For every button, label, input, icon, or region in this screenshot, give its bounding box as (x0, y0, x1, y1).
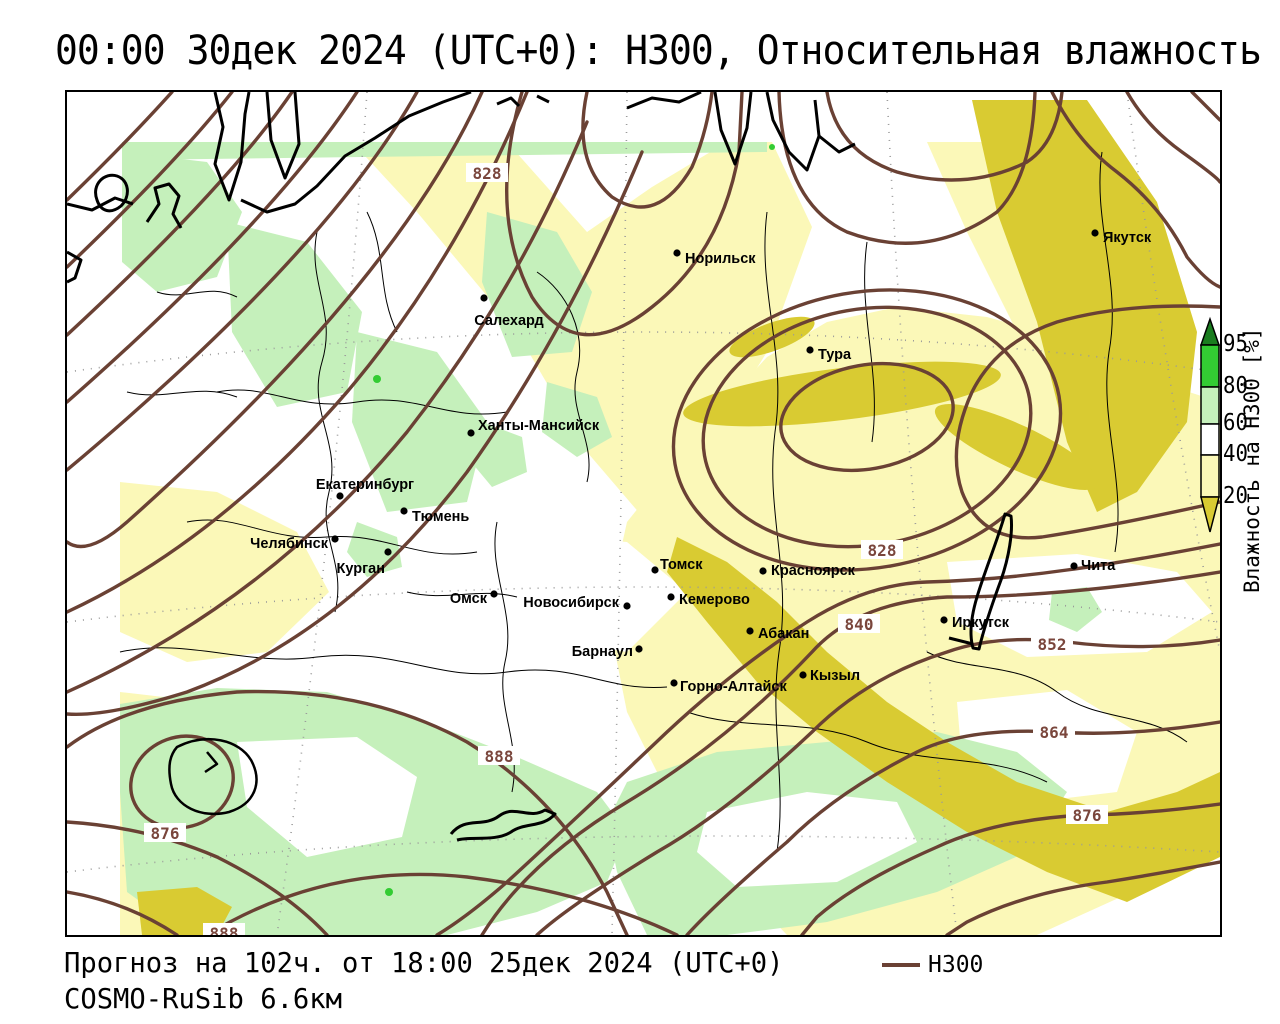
city-dot (623, 602, 631, 610)
city-label: Норильск (685, 251, 756, 267)
city-label: Курган (337, 561, 385, 577)
city-dot (746, 627, 754, 635)
city-dot (799, 671, 807, 679)
contour-label: 840 (845, 615, 874, 634)
contour-label-box (203, 923, 245, 935)
coastlines (67, 92, 1013, 842)
city-label: Новосибирск (523, 595, 619, 611)
colorbar-down-arrow (1200, 496, 1220, 533)
map-canvas: 828 828 840 852 864 876 876 888 888 Норильск Якут… (65, 90, 1222, 937)
colorbar-segment (1200, 344, 1220, 388)
city-markers: Норильск Якутск Салехард Тура Ханты-Мансийск… (250, 229, 1152, 695)
contour-legend: H300 (882, 952, 983, 978)
city-dot (400, 507, 408, 515)
city-label: Красноярск (771, 563, 856, 579)
contour-label-box (144, 823, 186, 842)
humidity-colorbar (1199, 316, 1220, 533)
colorbar-tick: 80 (1223, 373, 1248, 399)
contour-label: 888 (485, 747, 514, 766)
city-label: Горно-Алтайск (680, 679, 787, 695)
colorbar-up-arrow (1199, 316, 1220, 346)
city-dot (490, 590, 498, 598)
contour-labels: 828 828 840 852 864 876 876 888 888 (144, 163, 1108, 935)
city-dot (480, 294, 488, 302)
contour-label: 876 (151, 824, 180, 843)
chart-title: 00:00 30дек 2024 (UTC+0): H300, Относите… (55, 28, 1262, 74)
city-label: Барнаул (572, 644, 633, 660)
contour-label-box (478, 746, 520, 765)
city-dot (940, 616, 948, 624)
city-dot (467, 429, 475, 437)
city-label: Чита (1081, 558, 1116, 574)
contour-label: 828 (473, 164, 502, 183)
city-label: Кемерово (679, 592, 750, 608)
h300-legend-line-icon (882, 963, 920, 967)
city-label: Томск (660, 557, 703, 573)
city-label: Иркутск (952, 615, 1010, 631)
city-label: Тура (818, 347, 852, 363)
contour-label: 864 (1040, 723, 1069, 742)
contour-label-box (1033, 722, 1075, 741)
colorbar-segment (1200, 386, 1220, 425)
contour-label: 852 (1038, 635, 1067, 654)
colorbar-axis-title: Влажность на H300 [%] (1240, 327, 1264, 593)
colorbar-tick: 20 (1223, 483, 1248, 509)
forecast-info-text: Прогноз на 102ч. от 18:00 25дек 2024 (UT… (64, 946, 784, 979)
city-dot (759, 567, 767, 575)
contour-label: 828 (868, 541, 897, 560)
city-label: Челябинск (250, 536, 329, 552)
humidity-shading (120, 100, 1220, 935)
city-label: Омск (450, 591, 488, 607)
city-dot (384, 548, 392, 556)
contour-label: 888 (210, 924, 239, 935)
colorbar-tick: 60 (1223, 410, 1248, 436)
contour-label-box (838, 614, 880, 633)
contour-label-box (466, 163, 508, 182)
city-dot (673, 249, 681, 257)
city-dot (331, 535, 339, 543)
city-label: Салехард (474, 313, 543, 329)
city-dot (336, 492, 344, 500)
model-name-text: COSMO-RuSib 6.6км (64, 982, 342, 1015)
city-label: Якутск (1103, 230, 1152, 246)
city-label: Екатеринбург (316, 477, 414, 493)
colorbar-tick: 95 (1223, 331, 1248, 357)
city-dot (1091, 229, 1099, 237)
h300-legend-label: H300 (928, 952, 984, 978)
city-dot (1070, 562, 1078, 570)
contour-label: 876 (1073, 806, 1102, 825)
city-dot (635, 645, 643, 653)
colorbar-segment (1200, 454, 1220, 498)
city-dot (806, 346, 814, 354)
contour-label-box (1066, 805, 1108, 824)
colorbar-segment (1200, 423, 1220, 456)
contour-label-box (861, 540, 903, 559)
h300-contours (67, 92, 1220, 935)
city-dot (667, 593, 675, 601)
city-label: Ханты-Мансийск (478, 418, 600, 434)
contour-label-box (1031, 634, 1073, 653)
city-label: Кызыл (810, 668, 860, 684)
colorbar-tick: 40 (1223, 441, 1248, 467)
city-dot (670, 679, 678, 687)
graticule (67, 92, 1220, 935)
city-label: Тюмень (412, 509, 469, 525)
city-dot (651, 566, 659, 574)
city-label: Абакан (758, 626, 809, 642)
